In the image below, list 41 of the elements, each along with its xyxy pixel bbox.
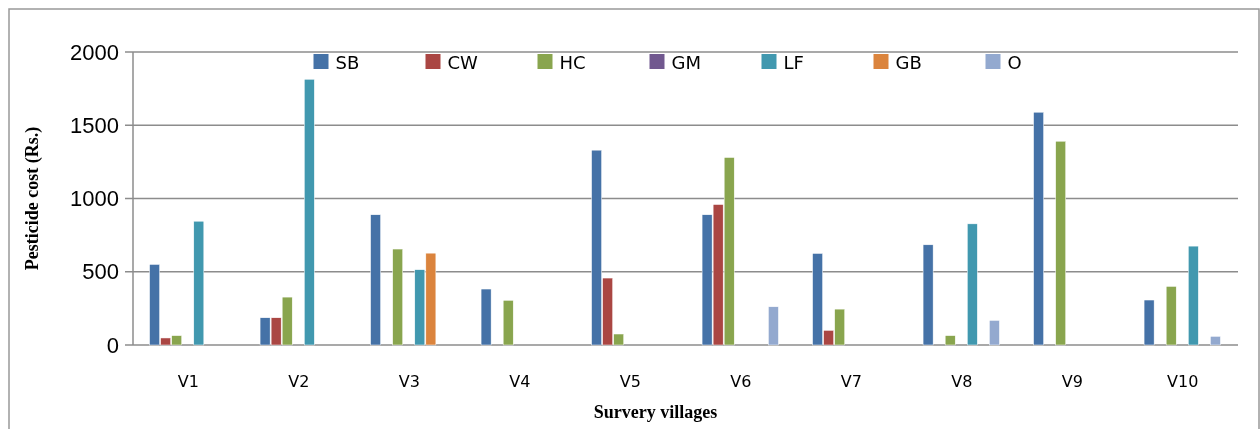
x-tick-label: V1 [177, 372, 199, 391]
legend-label: GB [895, 52, 922, 73]
bar [193, 220, 205, 346]
legend-label: SB [335, 52, 360, 73]
bar [1033, 111, 1044, 346]
y-tick-label: 0 [106, 332, 119, 358]
x-tick-label: V4 [509, 372, 531, 391]
bar [502, 300, 514, 346]
x-tick-label: V8 [951, 372, 973, 391]
bar [989, 320, 1000, 346]
bar [944, 335, 956, 346]
x-tick-label: V9 [1061, 372, 1083, 391]
y-tick-label: 500 [82, 259, 119, 285]
bar [1188, 245, 1199, 346]
legend-label: CW [447, 52, 479, 73]
x-tick-label: V7 [840, 372, 862, 391]
legend-label: LF [783, 52, 804, 73]
bar [1210, 336, 1221, 346]
y-tick-label: 1500 [70, 112, 119, 138]
y-tick-label: 2000 [70, 39, 119, 65]
bar [768, 306, 779, 346]
bar [370, 214, 381, 346]
bar [1055, 140, 1066, 346]
bar [304, 79, 315, 346]
x-tick-label: V3 [398, 372, 420, 391]
bar [480, 288, 492, 346]
y-tick-label: 1000 [70, 186, 119, 212]
legend-label: HC [559, 52, 586, 73]
bar [392, 248, 403, 346]
x-tick-label: V10 [1167, 372, 1199, 391]
legend-label: GM [671, 52, 701, 73]
bar [1165, 286, 1177, 346]
bar [1143, 299, 1155, 346]
x-tick-label: V5 [619, 372, 641, 391]
bar [967, 223, 978, 346]
x-axis-title: Survery villages [593, 402, 718, 422]
legend-label: O [1007, 52, 1022, 73]
bar [922, 244, 934, 346]
x-tick-label: V6 [730, 372, 752, 391]
x-tick-label: V2 [288, 372, 310, 391]
y-axis-title: Pesticide cost (Rs.) [22, 126, 43, 271]
